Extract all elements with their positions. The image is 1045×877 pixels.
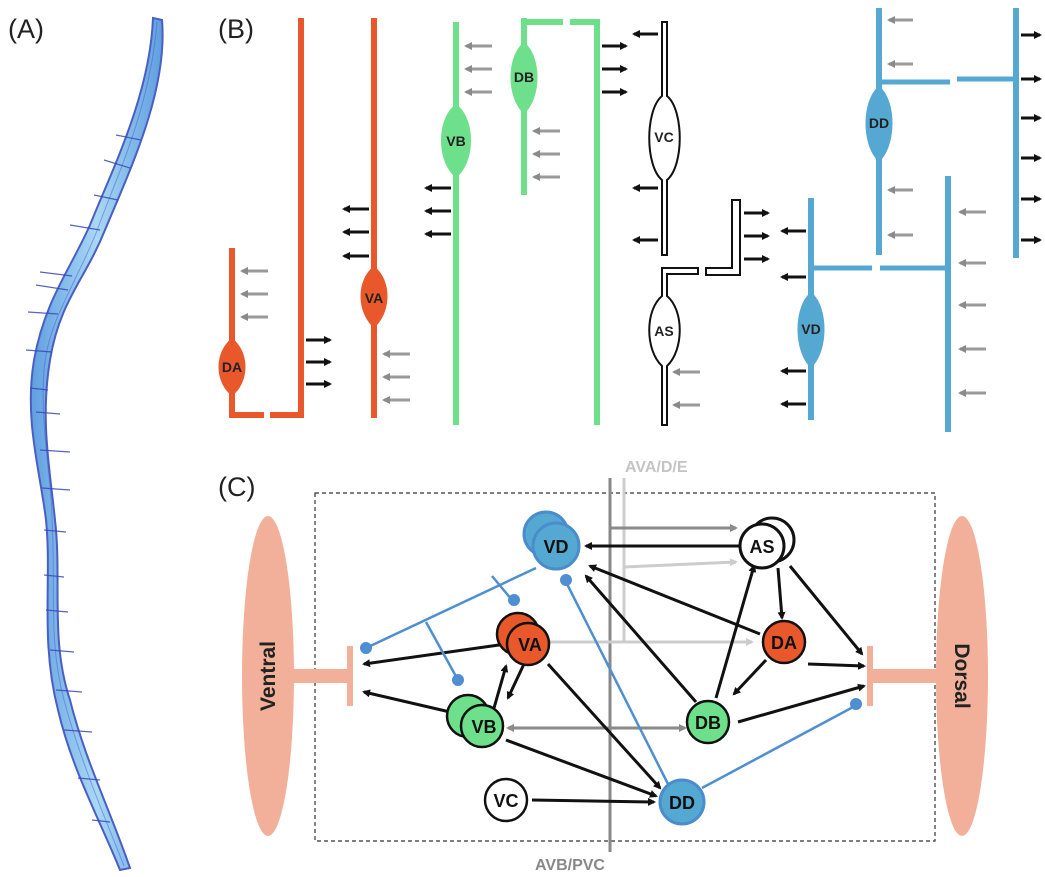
vb-label: VB: [446, 133, 465, 149]
c-vb-node: VB: [445, 693, 505, 749]
vb-motor-neuron-diagram: VB: [424, 22, 492, 425]
ventral-label: Ventral: [257, 641, 280, 711]
avb-label: AVB/PVC: [535, 857, 605, 874]
panel-c-label: (C): [218, 472, 255, 502]
c-dd-node: DD: [658, 778, 706, 826]
db-label: DB: [514, 69, 534, 85]
dorsal-label: Dorsal: [950, 643, 973, 708]
va-label: VA: [365, 290, 383, 306]
c-db-label: DB: [695, 713, 721, 733]
c-vd-node: VD: [522, 510, 581, 571]
c-db-node: DB: [685, 699, 731, 745]
c-vc-node: VC: [483, 777, 529, 823]
as-motor-neuron-diagram: AS: [648, 199, 770, 426]
c-da-label: DA: [771, 633, 797, 653]
va-motor-neuron-diagram: VA: [342, 18, 410, 418]
da-motor-neuron-diagram: DA: [218, 18, 332, 418]
dorsal-muscle: Dorsal: [867, 516, 988, 836]
vd-label: VD: [801, 321, 820, 337]
c-dd-label: DD: [669, 793, 695, 813]
vd-motor-neuron-diagram: VD: [780, 176, 986, 432]
c-va-node: VA: [495, 611, 551, 667]
worm-image: [25, 16, 164, 872]
ava-label: AVA/D/E: [625, 459, 688, 476]
vc-motor-neuron-diagram: VC: [632, 21, 681, 256]
ventral-muscle: Ventral: [242, 516, 353, 836]
panel-b-label: (B): [218, 14, 254, 44]
dd-label: DD: [869, 115, 889, 131]
vc-label: VC: [654, 129, 673, 145]
c-as-node: AS: [738, 516, 796, 570]
c-vb-label: VB: [471, 717, 496, 737]
c-da-node: DA: [761, 619, 807, 665]
dd-motor-neuron-diagram: DD: [865, 8, 1042, 258]
as-label: AS: [654, 323, 673, 339]
c-as-label: AS: [749, 537, 774, 557]
panel-a-label: (A): [8, 14, 44, 44]
c-va-label: VA: [518, 635, 542, 655]
db-motor-neuron-diagram: DB: [510, 18, 628, 425]
da-label: DA: [222, 359, 242, 375]
c-vc-label: VC: [493, 791, 518, 811]
c-vd-label: VD: [543, 537, 568, 557]
